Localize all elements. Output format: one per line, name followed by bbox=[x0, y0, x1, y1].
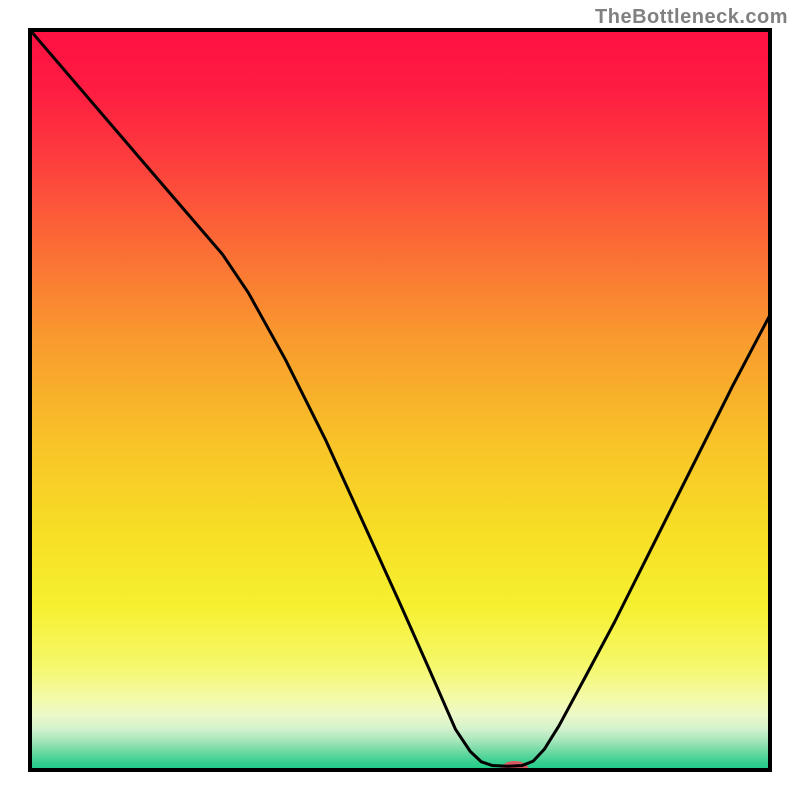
gradient-background bbox=[30, 30, 770, 770]
chart-container: TheBottleneck.com bbox=[0, 0, 800, 800]
bottleneck-curve-chart bbox=[0, 0, 800, 800]
attribution-label: TheBottleneck.com bbox=[595, 6, 788, 29]
